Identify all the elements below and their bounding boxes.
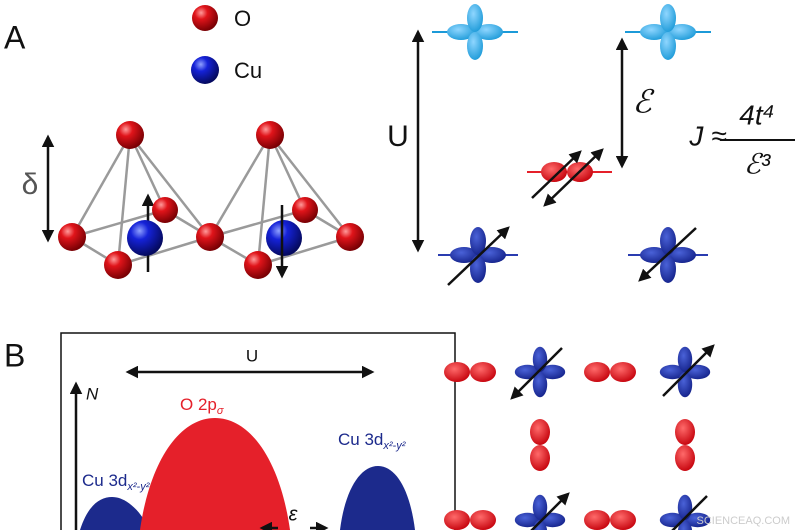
epsilon-label: ε [289, 503, 299, 525]
d-lobe [659, 364, 686, 380]
d-lobe [467, 32, 483, 60]
d-lobe [532, 494, 548, 520]
dos-peak [80, 497, 150, 530]
dos-peak [140, 418, 290, 530]
formula-denominator: ℰ³ [744, 148, 771, 179]
d-lobe [668, 24, 696, 40]
u-label: U [246, 346, 258, 365]
p-lobe [470, 510, 496, 530]
d-lobe [532, 520, 548, 530]
p-lobe [530, 419, 550, 445]
d-lobe [514, 512, 541, 528]
orbitals [432, 4, 715, 530]
d-lobe [677, 494, 693, 520]
axis-label: N [86, 384, 99, 403]
d-lobe [475, 24, 503, 40]
d-lobe [447, 24, 475, 40]
epsilon-label: ℰ [632, 83, 655, 119]
d-lobe [470, 227, 486, 255]
watermark: SCIENCEAQ.COM [696, 515, 790, 527]
peak-label: O 2pσ [180, 395, 224, 416]
p-lobe [541, 162, 567, 182]
d-lobe [685, 512, 711, 528]
formula-lhs: J ≈ [688, 120, 726, 151]
dos-peak [340, 466, 415, 530]
d-lobe [677, 346, 693, 372]
p-lobe [610, 362, 636, 382]
p-lobe [444, 362, 470, 382]
d-lobe [668, 247, 696, 263]
d-lobe [660, 227, 676, 255]
d-lobe [660, 32, 676, 60]
d-lobe [540, 364, 566, 380]
d-lobe [450, 247, 478, 263]
spin-arrow [638, 227, 697, 282]
spin-arrow [662, 344, 715, 397]
p-lobe [530, 445, 550, 471]
d-lobe [532, 372, 548, 398]
d-lobe [467, 4, 483, 32]
p-lobe [610, 510, 636, 530]
p-lobe [675, 419, 695, 445]
d-lobe [640, 24, 668, 40]
p-lobe [675, 445, 695, 471]
u-label: U [387, 120, 409, 153]
panel-label: B [4, 337, 25, 373]
d-lobe [660, 255, 676, 283]
spin-arrow [530, 492, 570, 530]
p-lobe [444, 510, 470, 530]
p-lobe [584, 510, 610, 530]
peak-label: Cu 3dx²-y² [338, 430, 406, 451]
legend-label: O [234, 6, 251, 31]
crystal [58, 121, 364, 279]
d-lobe [532, 346, 548, 372]
peak-label: Cu 3dx²-y² [82, 471, 150, 492]
d-lobe [660, 4, 676, 32]
formula-numerator: 4t⁴ [739, 99, 774, 130]
spin-arrow [671, 495, 708, 530]
d-lobe [470, 255, 486, 283]
legend-cu-swatch [191, 56, 219, 84]
p-lobe [584, 362, 610, 382]
delta-label: δ [22, 168, 39, 201]
d-lobe [677, 372, 693, 398]
spin-arrow [510, 347, 563, 400]
panel-label: A [4, 19, 26, 55]
p-lobe [470, 362, 496, 382]
spin-arrow [543, 148, 604, 207]
legend-o-swatch [192, 5, 218, 31]
spin-arrow [447, 226, 510, 286]
legend-label: Cu [234, 58, 262, 83]
dos-frame [60, 332, 456, 530]
